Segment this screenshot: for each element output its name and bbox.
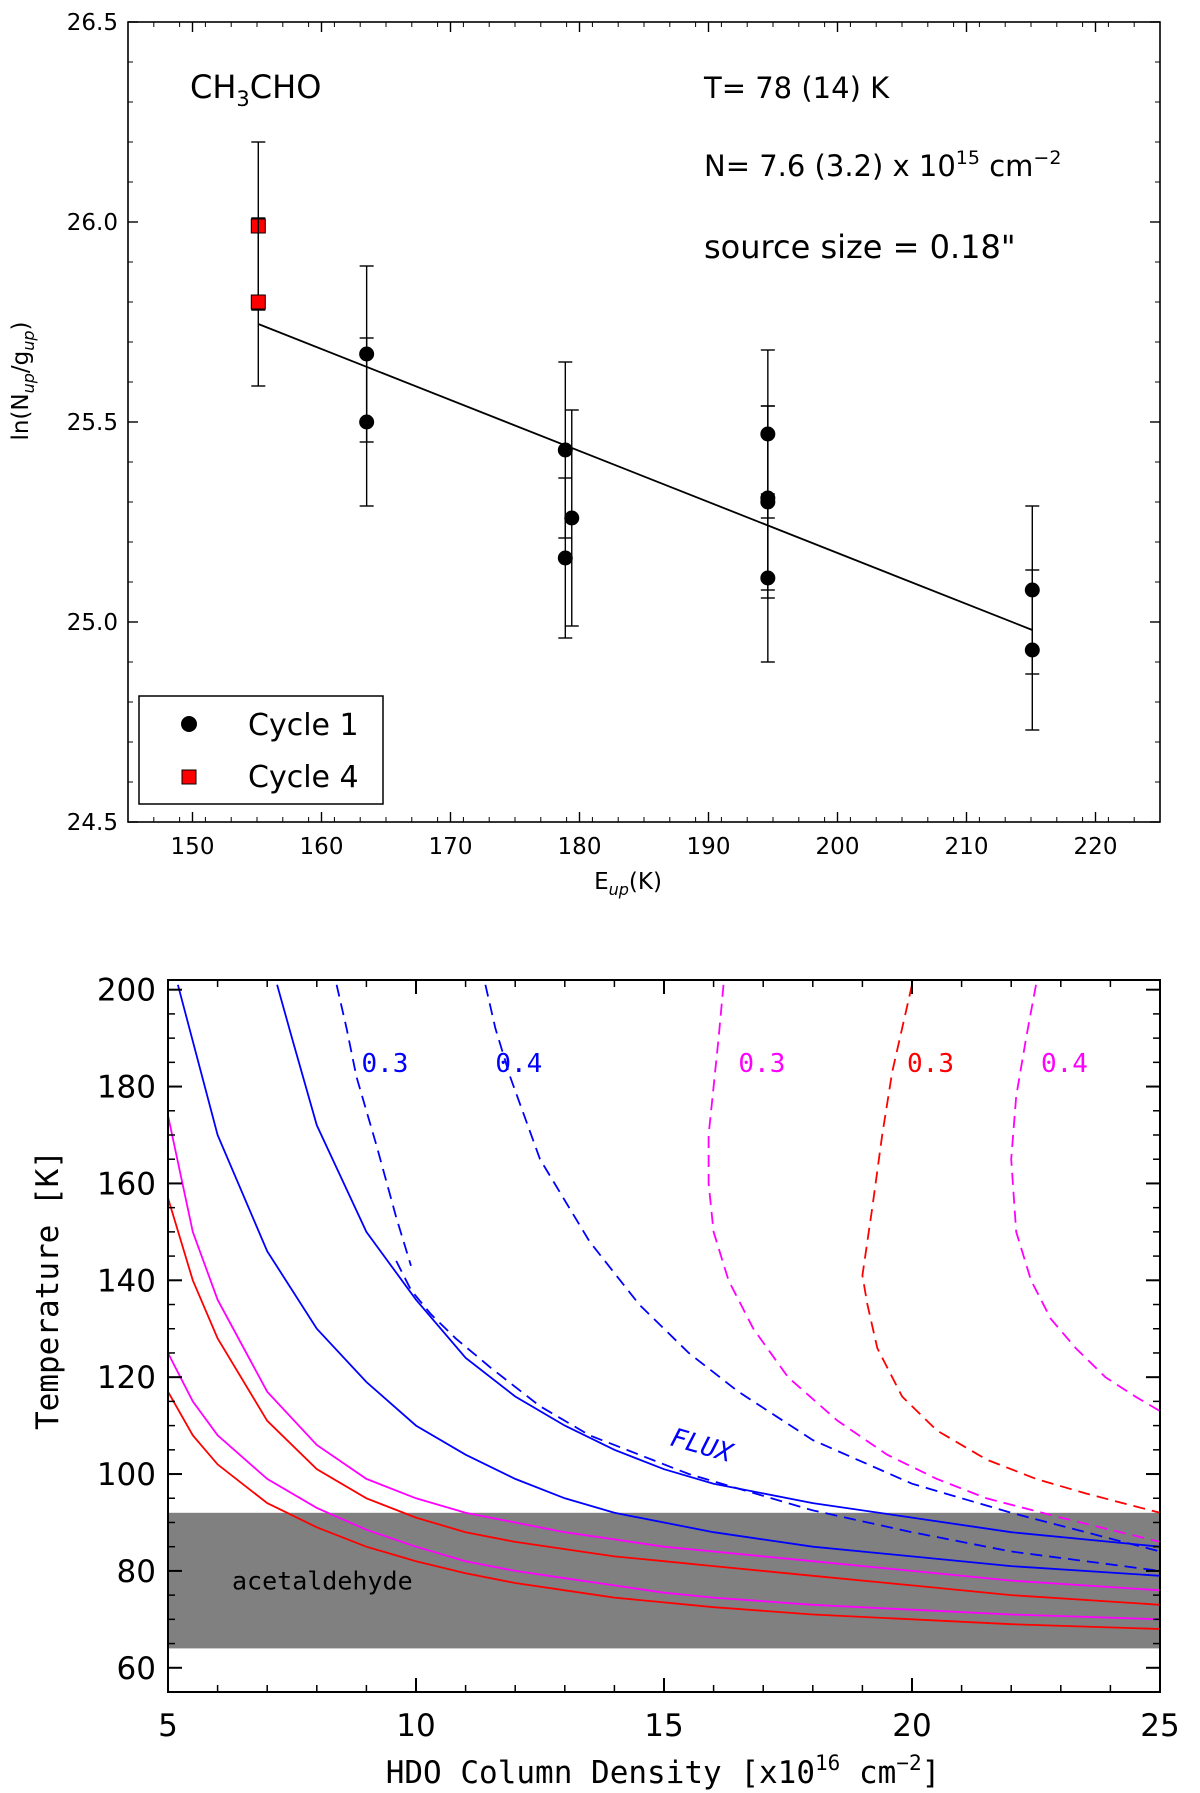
data-point-cycle-1 (359, 414, 375, 430)
data-point-cycle-4 (250, 294, 266, 310)
top-y-tick-label: 24.5 (67, 810, 118, 836)
top-data-points (250, 141, 1040, 731)
data-point-cycle-1 (564, 510, 580, 526)
bottom-y-tick-label: 100 (97, 1457, 156, 1493)
curve-label: 0.3 (738, 1049, 785, 1079)
acetaldehyde-band (168, 1512, 1160, 1649)
top-x-ticks: 150 160 170 180 190 200 210 220 (127, 22, 1161, 860)
bottom-y-tick-label: 60 (117, 1651, 156, 1687)
fit-line (257, 323, 1033, 631)
curve-3 (335, 984, 412, 1267)
bottom-y-tick-label: 200 (97, 973, 156, 1009)
top-x-tick-label: 170 (429, 834, 473, 860)
bottom-x-ticks: 5 10 15 20 25 (158, 980, 1180, 1744)
top-fit-line (257, 323, 1033, 631)
top-x-axis-label: Eup(K) (594, 869, 662, 899)
curve-0 (177, 984, 1161, 1577)
curve-9 (707, 984, 1161, 1543)
top-x-tick-label: 150 (171, 834, 215, 860)
top-x-tick-label: 180 (558, 834, 602, 860)
curve-2 (395, 1260, 1161, 1572)
bottom-curve-labels: 0.3 0.4 0.3 0.3 0.4 FLUX (361, 1049, 1087, 1469)
legend-marker-cycle-1 (181, 716, 197, 732)
species-label: CH3CHO (190, 68, 321, 111)
top-y-tick-label: 25.5 (67, 410, 118, 436)
bottom-y-tick-label: 140 (97, 1263, 156, 1299)
data-point-cycle-1 (760, 570, 776, 586)
temperature-label: T= 78 (14) K (703, 71, 890, 105)
top-x-tick-label: 210 (945, 834, 989, 860)
top-y-tick-label: 25.0 (67, 610, 118, 636)
data-point-cycle-1 (557, 550, 573, 566)
bottom-x-axis-label: HDO Column Density [x1016 cm−2] (386, 1751, 941, 1791)
curve-8 (167, 1391, 1161, 1630)
data-point-cycle-1 (557, 442, 573, 458)
bottom-curves (167, 984, 1161, 1630)
curve-label: FLUX (667, 1423, 737, 1469)
top-panel: 150 160 170 180 190 200 210 220 24.5 25.0 25.5 26.… (8, 10, 1161, 899)
bottom-x-tick-label: 20 (892, 1708, 931, 1744)
bottom-x-tick-label: 5 (158, 1708, 178, 1744)
data-point-cycle-1 (1024, 642, 1040, 658)
bottom-y-tick-label: 180 (97, 1070, 156, 1106)
source-size-label: source size = 0.18" (704, 228, 1016, 266)
legend-box (138, 695, 384, 805)
bottom-x-tick-label: 25 (1140, 1708, 1179, 1744)
column-density-label: N= 7.6 (3.2) x 1015 cm−2 (704, 147, 1061, 183)
bottom-y-tick-label: 160 (97, 1166, 156, 1202)
curve-label: 0.4 (1041, 1049, 1088, 1079)
bottom-y-tick-label: 120 (97, 1360, 156, 1396)
top-x-tick-label: 160 (300, 834, 344, 860)
top-x-tick-label: 200 (816, 834, 860, 860)
curve-7 (167, 1197, 1161, 1606)
acetaldehyde-label: acetaldehyde (232, 1567, 413, 1596)
legend-label-cycle-4: Cycle 4 (248, 760, 359, 795)
top-y-tick-label: 26.5 (67, 10, 118, 36)
curve-label: 0.4 (495, 1049, 542, 1079)
bottom-panel: acetaldehyde 0.3 0.4 0.3 0.3 0.4 FLUX 5 10 15 20… (30, 973, 1180, 1791)
legend-marker-cycle-4 (181, 769, 197, 785)
curve-6 (167, 1352, 1161, 1621)
curve-5 (167, 1115, 1161, 1592)
top-y-tick-label: 26.0 (67, 210, 118, 236)
legend-label-cycle-1: Cycle 1 (248, 708, 359, 743)
top-x-tick-label: 220 (1074, 834, 1118, 860)
bottom-y-tick-label: 80 (117, 1554, 156, 1590)
top-x-tick-label: 190 (687, 834, 731, 860)
bottom-x-tick-label: 15 (644, 1708, 683, 1744)
top-legend: Cycle 1 Cycle 4 (138, 695, 384, 805)
curve-10 (861, 984, 1161, 1514)
bottom-y-axis-label: Temperature [K] (30, 1150, 66, 1430)
curve-1 (276, 984, 1161, 1548)
curve-label: 0.3 (361, 1049, 408, 1079)
curve-label: 0.3 (907, 1049, 954, 1079)
curve-4 (484, 984, 1161, 1553)
bottom-x-tick-label: 10 (396, 1708, 435, 1744)
bottom-y-ticks: 60 80 100 120 140 160 180 200 (97, 973, 1160, 1687)
top-y-axis-label: ln(Nup/gup) (8, 321, 38, 440)
top-y-ticks: 24.5 25.0 25.5 26.0 26.5 (67, 10, 1160, 836)
